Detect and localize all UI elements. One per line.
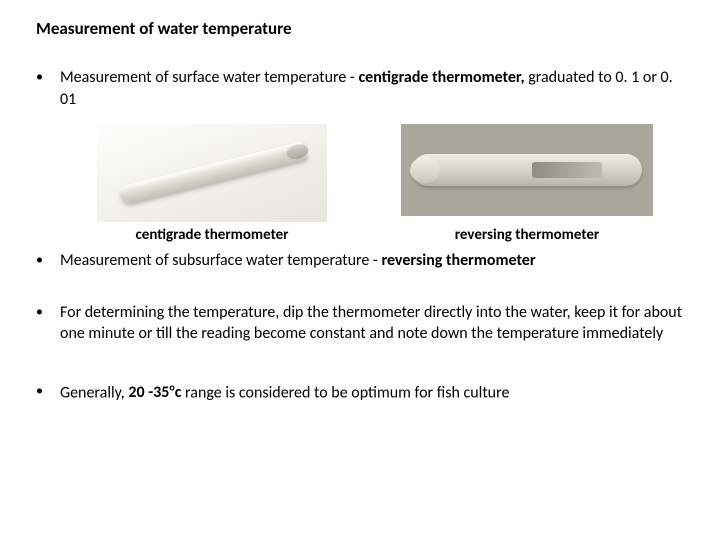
text-bold: 20 -35oc xyxy=(128,383,181,402)
reversing-tube-icon xyxy=(412,154,642,186)
text-bold: centigrade thermometer, xyxy=(358,68,524,87)
page-title: Measurement of water temperature xyxy=(36,18,690,39)
image-box-right: reversing thermometer xyxy=(401,124,653,244)
image-box-left: centigrade thermometer xyxy=(97,124,327,244)
bullet-item: • For determining the temperature, dip t… xyxy=(36,302,690,345)
bullet-marker: • xyxy=(36,302,60,322)
bullet-item: • Measurement of subsurface water temper… xyxy=(36,250,690,272)
bullet-marker: • xyxy=(36,381,60,401)
tube-cap-icon xyxy=(410,157,440,183)
tube-inner-icon xyxy=(532,162,602,178)
bullet-marker: • xyxy=(36,67,60,87)
bullet-text-2: Measurement of subsurface water temperat… xyxy=(60,250,690,272)
thermometer-bulb-icon xyxy=(285,142,310,161)
bullet-text-4: Generally, 20 -35oc range is considered … xyxy=(60,381,690,404)
bullet-marker: • xyxy=(36,250,60,270)
reversing-thermometer-image xyxy=(401,124,653,216)
text-bold: reversing thermometer xyxy=(381,251,535,270)
text-segment: range is considered to be optimum for fi… xyxy=(181,383,509,402)
bullet-text-3: For determining the temperature, dip the… xyxy=(60,302,690,345)
text-segment: Generally, xyxy=(60,383,128,402)
image-caption-right: reversing thermometer xyxy=(455,226,599,244)
bullet-text-1: Measurement of surface water temperature… xyxy=(60,67,690,110)
text-segment: Measurement of subsurface water temperat… xyxy=(60,251,381,270)
centigrade-thermometer-image xyxy=(97,124,327,222)
bullet-item: • Generally, 20 -35oc range is considere… xyxy=(36,381,690,404)
text-segment: Measurement of surface water temperature… xyxy=(60,68,358,87)
thermometer-icon xyxy=(118,141,307,204)
image-caption-left: centigrade thermometer xyxy=(136,226,289,244)
images-row: centigrade thermometer reversing thermom… xyxy=(36,124,690,244)
bullet-item: • Measurement of surface water temperatu… xyxy=(36,67,690,110)
